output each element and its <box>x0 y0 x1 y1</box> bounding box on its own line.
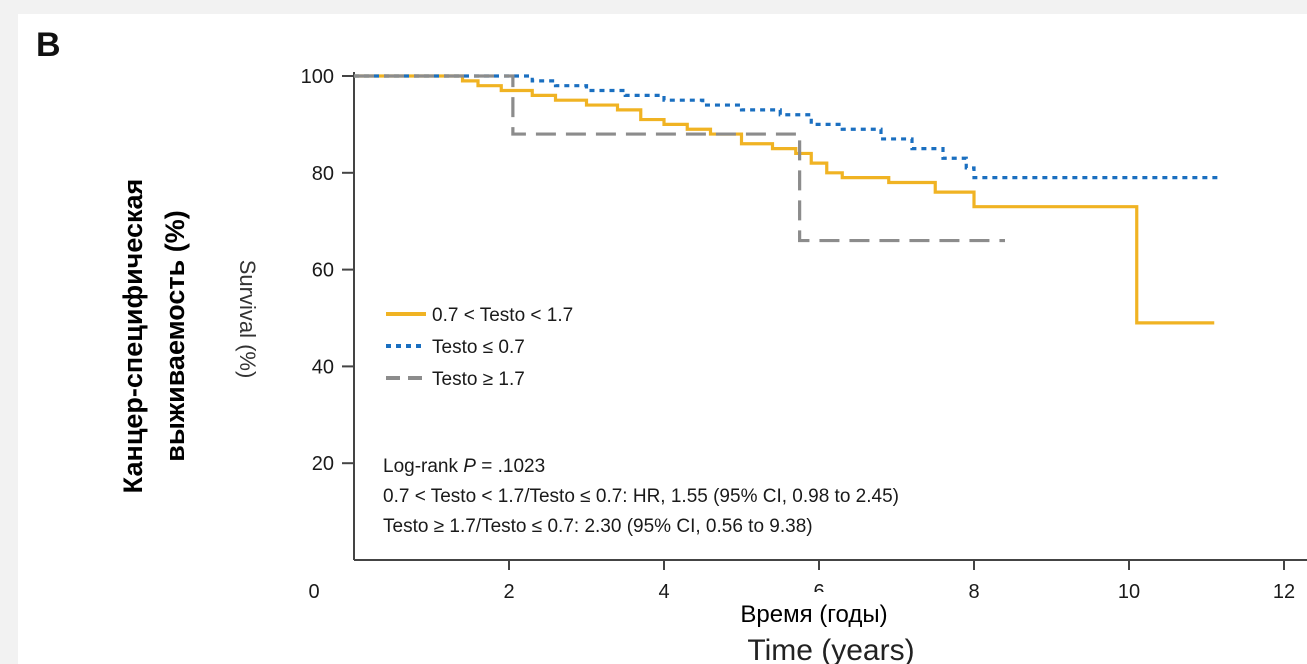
x-tick-label-8: 8 <box>968 581 979 603</box>
legend-label-3: Testo ≥ 1.7 <box>432 369 525 390</box>
x-axis-label-overlay: Время (годы) <box>740 601 887 628</box>
x-axis-label-original: Time (years) <box>747 634 914 664</box>
series-line-3 <box>354 74 1005 243</box>
y-axis-label-line1: Канцер-специфическая <box>118 179 148 494</box>
y-axis-label-line2: выживаемость (%) <box>160 210 190 461</box>
y-tick-label-40: 40 <box>312 356 334 378</box>
x-tick-label-2: 2 <box>503 581 514 603</box>
legend: 0.7 < Testo < 1.7 Testo ≤ 0.7 Testo ≥ 1.7 <box>386 305 573 390</box>
y-axis-label-original: Survival (%) <box>235 260 260 379</box>
y-tick-label-100: 100 <box>301 66 334 88</box>
survival-chart: B Survival (%) Канцер-специфическая выжи… <box>36 26 1307 664</box>
series-line-1 <box>354 74 1215 325</box>
panel-label: B <box>36 26 61 64</box>
x-tick-label-0: 0 <box>308 581 319 603</box>
chart-canvas: B Survival (%) Канцер-специфическая выжи… <box>18 14 1307 664</box>
annotation-line1: Log-rank P = .1023 <box>383 456 545 477</box>
y-tick-label-20: 20 <box>312 453 334 475</box>
x-axis-label-overlay-box <box>698 592 930 632</box>
annotation-line3: Testo ≥ 1.7/Testo ≤ 0.7: 2.30 (95% CI, 0… <box>383 516 813 537</box>
x-tick-label-10: 10 <box>1118 581 1140 603</box>
y-tick-label-80: 80 <box>312 163 334 185</box>
x-tick-label-12: 12 <box>1273 581 1295 603</box>
series-line-2 <box>354 74 1222 180</box>
legend-label-1: 0.7 < Testo < 1.7 <box>432 305 573 326</box>
legend-label-2: Testo ≤ 0.7 <box>432 337 525 358</box>
annotation-line2: 0.7 < Testo < 1.7/Testo ≤ 0.7: HR, 1.55 … <box>383 486 899 507</box>
y-tick-label-60: 60 <box>312 260 334 282</box>
x-tick-label-4: 4 <box>658 581 669 603</box>
